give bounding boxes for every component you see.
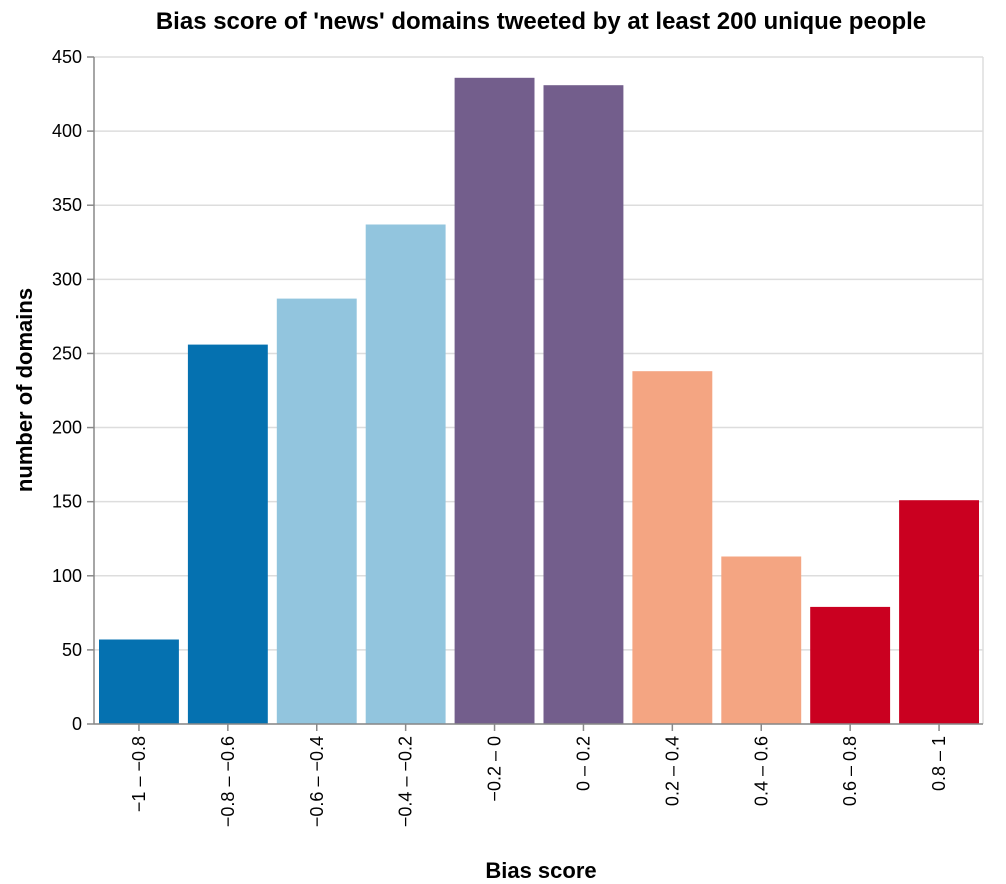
x-tick-label: −0.6 – −0.4 [307,736,327,827]
x-tick-label: −0.8 – −0.6 [218,736,238,827]
y-tick-label: 200 [52,418,82,438]
bar [99,639,179,724]
x-tick-label: 0.8 – 1 [929,736,949,791]
y-tick-label: 100 [52,566,82,586]
y-tick-label: 400 [52,121,82,141]
bar [543,85,624,724]
bar [899,500,979,724]
x-tick-label: −0.4 – −0.2 [396,736,416,827]
y-axis-title: number of domains [12,288,37,492]
x-tick-label: −1 – −0.8 [129,736,149,812]
y-tick-label: 250 [52,343,82,363]
y-tick-label: 0 [72,714,82,734]
x-tick-label: 0.4 – 0.6 [751,736,771,806]
y-tick-label: 350 [52,195,82,215]
x-axis: −1 – −0.8 −0.8 – −0.6 −0.6 – −0.4 −0.4 – −0… [94,723,983,827]
x-tick-label: −0.2 – 0 [485,736,505,802]
bar [187,344,268,724]
y-tick-label: 50 [62,640,82,660]
y-tick-label: 300 [52,269,82,289]
y-tick-label: 450 [52,47,82,67]
bar [721,556,802,724]
bars [99,77,979,725]
x-tick-label: 0 – 0.2 [574,736,594,791]
y-tick-label: 150 [52,492,82,512]
x-axis-title: Bias score [485,858,596,883]
chart-title: Bias score of 'news' domains tweeted by … [156,8,926,35]
bar [454,77,535,725]
bar [276,298,357,724]
y-axis: 0 50 100 150 200 250 300 350 400 450 [52,47,95,734]
x-tick-label: 0.2 – 0.4 [662,736,682,806]
bar [365,224,446,724]
x-tick-label: 0.6 – 0.8 [840,736,860,806]
bar [632,371,713,724]
bar [810,606,891,724]
